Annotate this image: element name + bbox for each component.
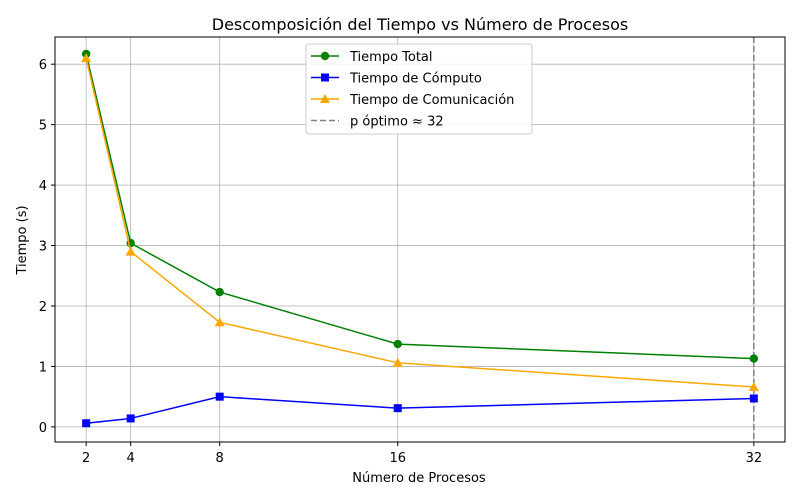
- legend-marker: [320, 51, 330, 61]
- y-axis-label: Tiempo (s): [15, 205, 30, 275]
- data-point: [82, 419, 91, 428]
- legend-item-p-optimo-32: p óptimo ≈ 32: [311, 115, 444, 130]
- legend-label: Tiempo de Comunicación: [349, 93, 514, 108]
- legend-label: Tiempo Total: [349, 50, 433, 65]
- data-point: [392, 357, 403, 367]
- data-point: [748, 381, 759, 391]
- x-tick-label: 2: [82, 451, 90, 466]
- series-tiempo-de-computo: [82, 392, 758, 428]
- data-point: [81, 53, 92, 63]
- x-axis: 2 4 8 16 32: [82, 442, 762, 466]
- legend-item-tiempo-de-comunicacion: Tiempo de Comunicación: [311, 93, 514, 108]
- legend-label: Tiempo de Cómputo: [349, 72, 482, 87]
- x-tick-label: 16: [389, 451, 406, 466]
- y-tick-label: 3: [39, 240, 47, 255]
- y-tick-label: 1: [39, 360, 47, 375]
- x-tick-label: 8: [216, 451, 224, 466]
- y-tick-label: 0: [39, 421, 47, 436]
- data-point: [215, 287, 224, 297]
- y-tick-label: 5: [39, 119, 47, 134]
- data-point: [393, 339, 402, 349]
- data-point: [214, 317, 225, 327]
- legend-item-tiempo-de-computo: Tiempo de Cómputo: [311, 72, 482, 87]
- axes-frame: [54, 36, 786, 443]
- data-point: [125, 246, 136, 256]
- data-point: [126, 414, 135, 423]
- data-point: [215, 392, 224, 401]
- plot-area: [81, 37, 759, 442]
- data-point: [749, 394, 758, 403]
- series-tiempo-de-comunicacion: [81, 53, 759, 391]
- legend-label: p óptimo ≈ 32: [350, 115, 444, 130]
- x-tick-label: 32: [746, 451, 763, 466]
- legend-marker: [321, 73, 329, 82]
- y-axis: 0 1 2 3 4 5 6: [39, 58, 55, 436]
- x-tick-label: 4: [127, 451, 135, 466]
- series-line: [86, 395, 754, 425]
- legend-marker: [320, 94, 330, 103]
- x-axis-label: Número de Procesos: [352, 471, 486, 486]
- y-tick-label: 6: [39, 58, 47, 73]
- data-point: [749, 354, 759, 363]
- legend-item-tiempo-total: Tiempo Total: [311, 50, 433, 65]
- legend: Tiempo Total Tiempo de Cómputo Tiempo de C…: [305, 43, 533, 135]
- series-tiempo-total: [81, 49, 759, 363]
- data-point: [393, 404, 402, 413]
- y-tick-label: 2: [39, 300, 47, 315]
- y-tick-label: 4: [39, 179, 47, 194]
- legend-box: [305, 43, 533, 135]
- chart-title: Descomposición del Tiempo vs Número de P…: [212, 15, 628, 34]
